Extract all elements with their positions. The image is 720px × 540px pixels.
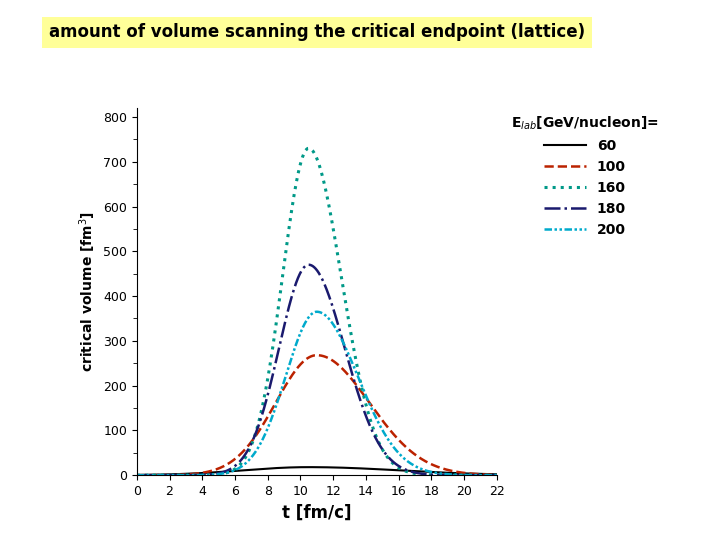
X-axis label: t [fm/c]: t [fm/c]	[282, 503, 351, 522]
Text: amount of volume scanning the critical endpoint (lattice): amount of volume scanning the critical e…	[49, 23, 585, 42]
Legend: 60, 100, 160, 180, 200: 60, 100, 160, 180, 200	[511, 115, 659, 237]
Y-axis label: critical volume [fm$^3$]: critical volume [fm$^3$]	[77, 211, 97, 372]
